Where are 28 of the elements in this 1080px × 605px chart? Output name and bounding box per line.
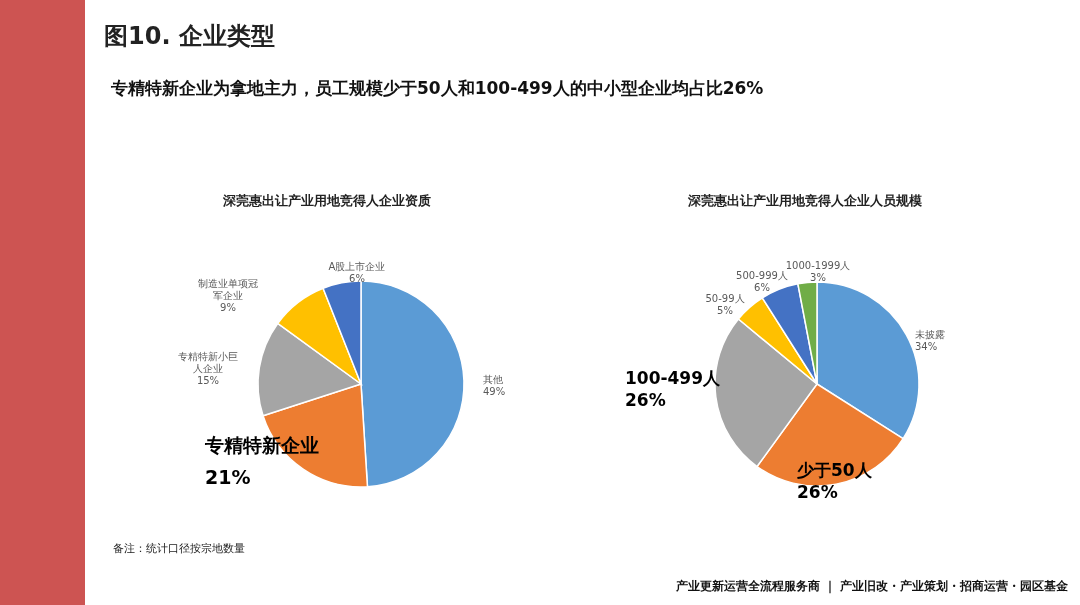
data-label: 6% <box>754 282 770 293</box>
text: 产业更新运营全流程服务商 ｜ 产业旧改・产业策划・招商运营・园区基金 <box>674 579 1069 594</box>
slice-label: 50-99人 <box>705 293 745 304</box>
data-label: 6% <box>349 273 365 284</box>
slice-label: 其他 <box>483 374 503 385</box>
chart-title: 深莞惠出让产业用地竞得人企业资质 <box>222 193 431 208</box>
slice-label: 1000-1999人 <box>785 260 851 271</box>
text: 图10. 企业类型 <box>104 22 275 50</box>
text: 专精特新企业为拿地主力，员工规模少于50人和100-499人的中小型企业均占比26% <box>110 78 764 98</box>
data-label: 15% <box>196 375 220 386</box>
data-label: 34% <box>915 341 938 352</box>
slice-label: 专精特新小巨人企业 <box>178 351 238 374</box>
slice-label: 专精特新企业 <box>204 434 319 456</box>
data-label: 26% <box>797 482 838 502</box>
slice-label: A股上市企业 <box>328 261 386 272</box>
chart-title: 深莞惠出让产业用地竞得人企业人员规模 <box>687 193 922 208</box>
data-label: 9% <box>220 302 236 313</box>
slice-label: 500-999人 <box>736 270 788 281</box>
data-label: 21% <box>205 466 251 488</box>
data-label: 49% <box>483 386 506 397</box>
slice-label: 制造业单项冠军企业 <box>198 278 258 301</box>
slice-label: 未披露 <box>915 329 945 340</box>
slice-label: 少于50人 <box>797 460 873 480</box>
data-label: 5% <box>717 305 733 316</box>
data-label: 26% <box>625 390 666 410</box>
data-label: 3% <box>810 272 826 283</box>
slice-label: 100-499人 <box>625 368 722 388</box>
text: 备注：统计口径按宗地数量 <box>113 542 245 555</box>
